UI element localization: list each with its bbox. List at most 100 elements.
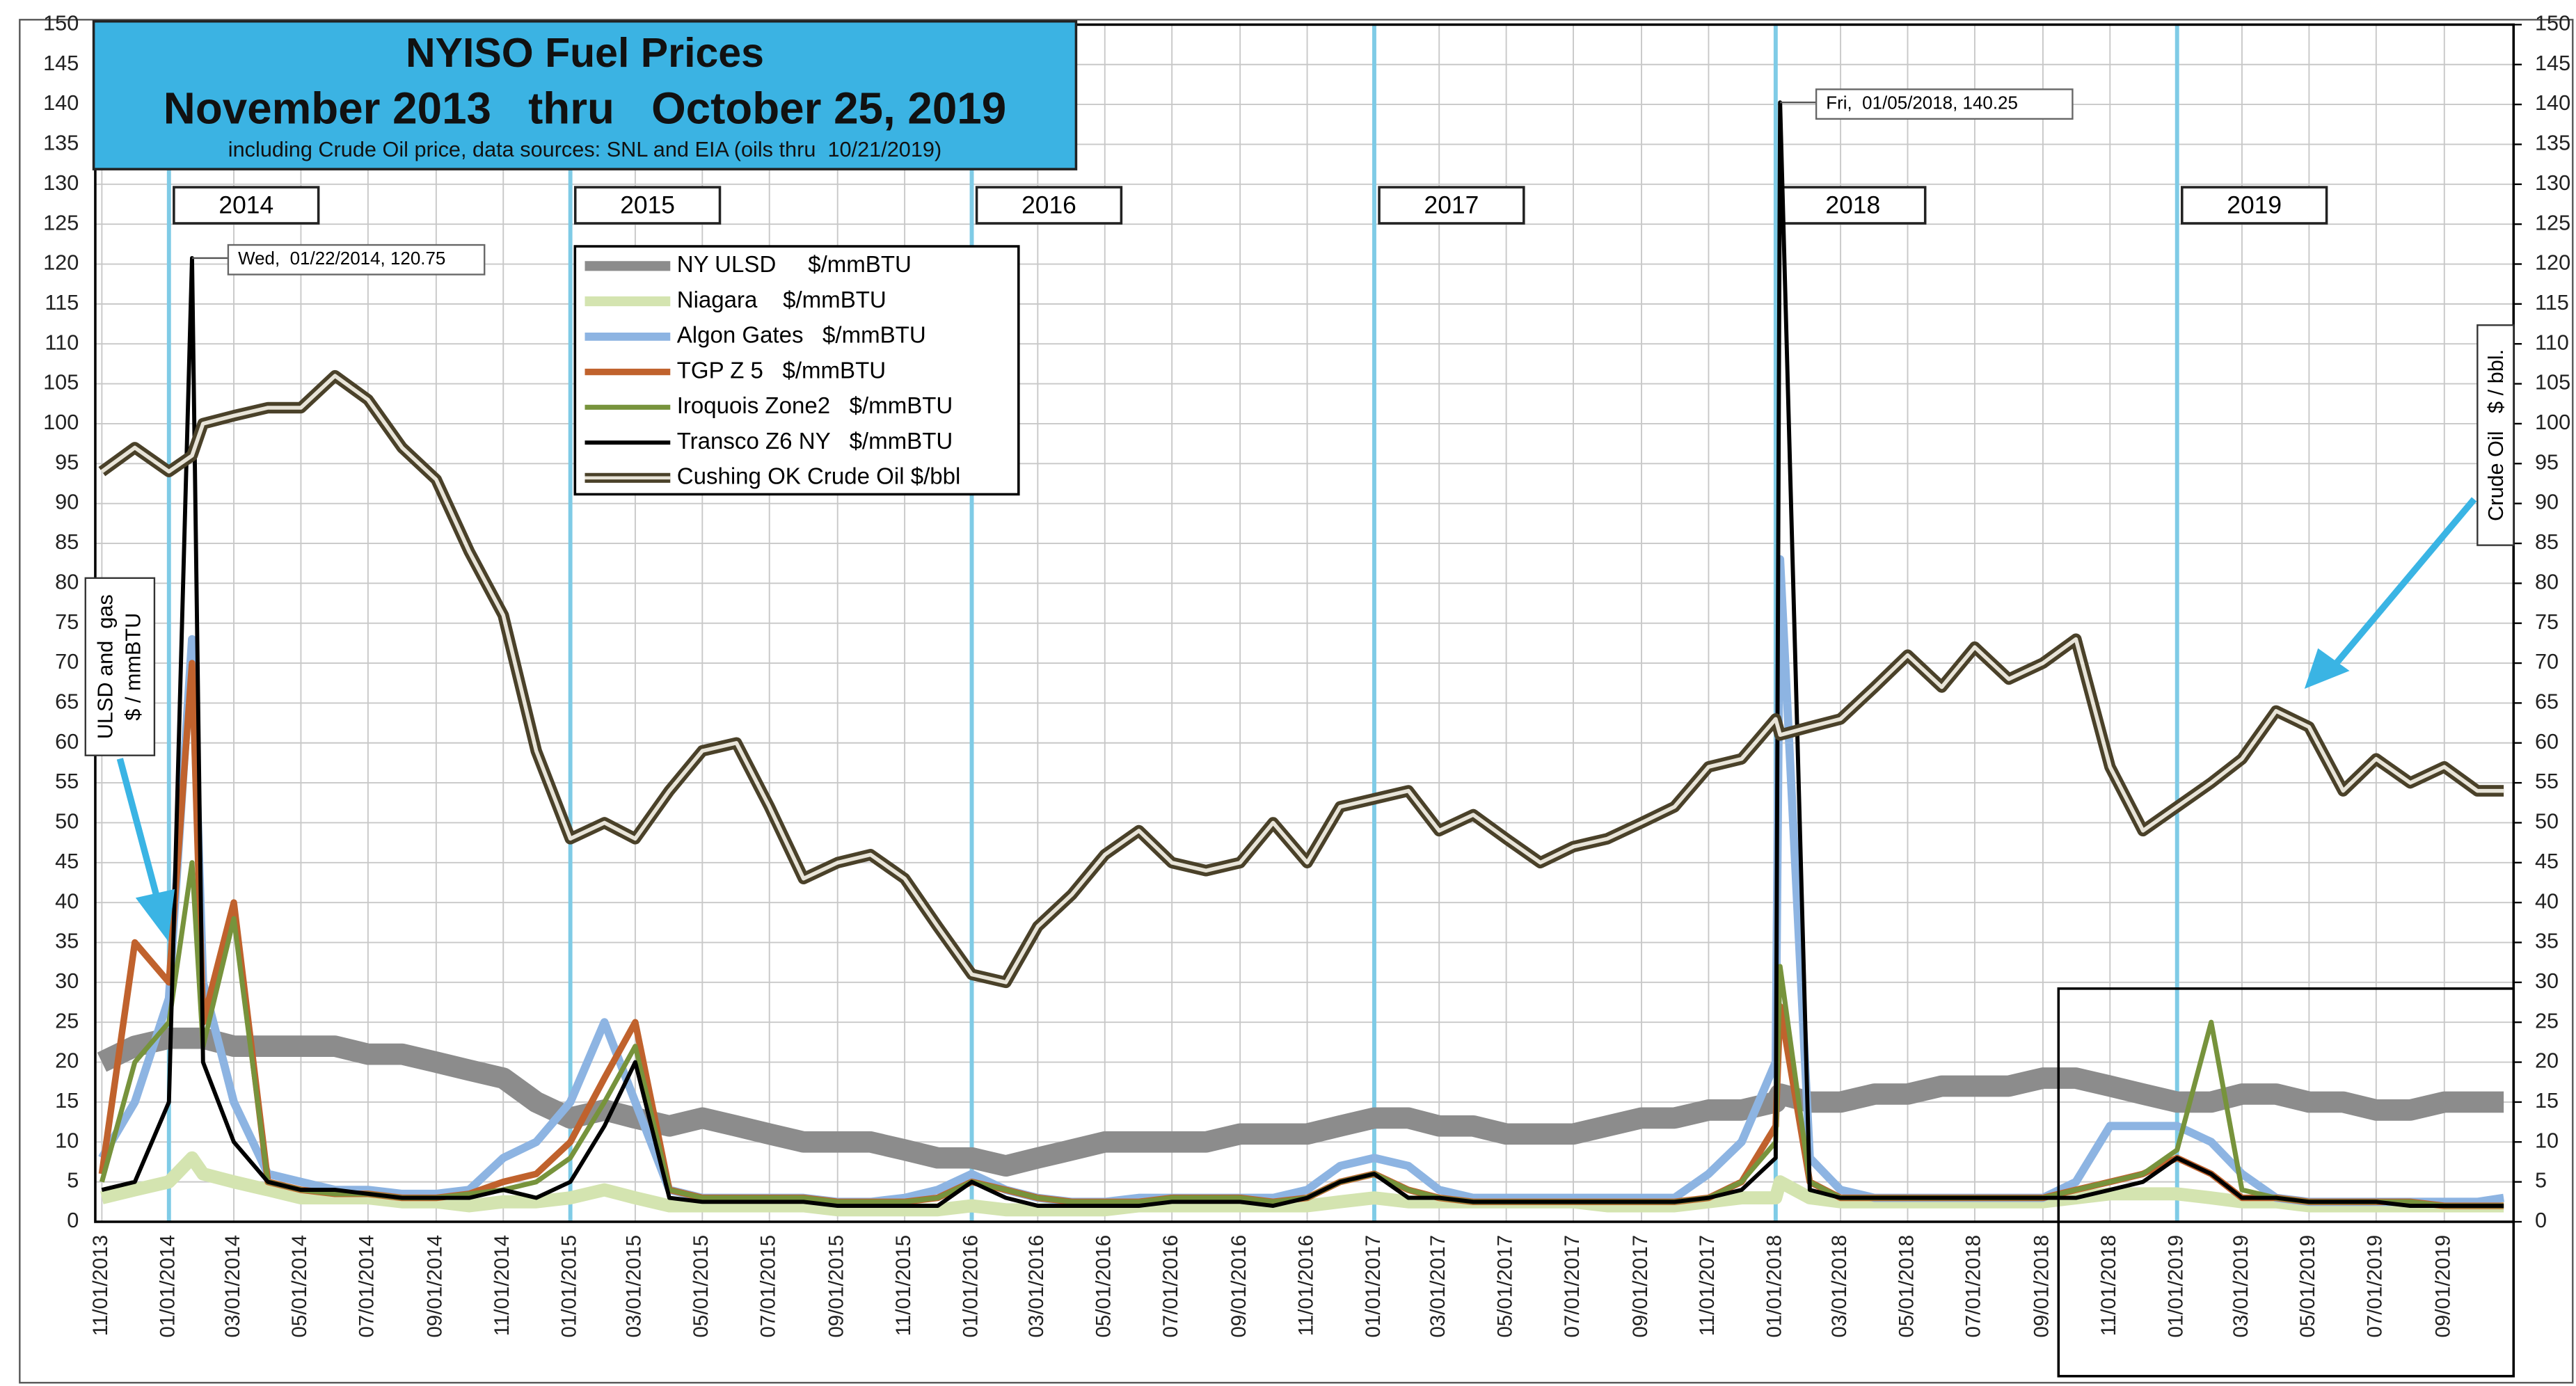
x-tick-label: 01/01/2014 xyxy=(157,1235,180,1338)
y-tick-label: 95 xyxy=(55,449,79,474)
x-tick-label: 05/01/2018 xyxy=(1895,1235,1918,1338)
y2-tick-label: 55 xyxy=(2535,769,2559,793)
y-axis-label-line: $ / mmBTU xyxy=(121,613,145,721)
x-tick-label: 07/01/2014 xyxy=(356,1235,379,1338)
x-tick-label: 07/01/2015 xyxy=(757,1235,780,1338)
y2-tick-label: 80 xyxy=(2535,569,2559,594)
y2-tick-label: 115 xyxy=(2535,290,2569,314)
y2-tick-label: 85 xyxy=(2535,529,2559,554)
y-tick-label: 150 xyxy=(43,11,79,35)
x-tick-label: 11/01/2017 xyxy=(1696,1235,1719,1336)
y2-tick-label: 120 xyxy=(2535,250,2570,275)
y-tick-label: 110 xyxy=(45,330,79,354)
y2-tick-label: 50 xyxy=(2535,809,2559,834)
title-box: NYISO Fuel Prices November 2013 thru Oct… xyxy=(92,19,1078,170)
arrow-head xyxy=(135,889,175,941)
legend-label: Niagara $/mmBTU xyxy=(677,287,887,313)
y-tick-label: 50 xyxy=(55,809,79,834)
y2-label-box xyxy=(2476,324,2515,546)
y-tick-label: 145 xyxy=(43,51,79,75)
y2-tick-label: 110 xyxy=(2535,330,2569,354)
y-tick-label: 60 xyxy=(55,729,79,754)
y2-tick-label: 35 xyxy=(2535,929,2559,953)
series xyxy=(97,100,2504,1217)
y2-axis-label-line: Crude Oil $ / bbl. xyxy=(2483,349,2508,521)
y-tick-label: 35 xyxy=(55,929,79,953)
y2-tick-label: 95 xyxy=(2535,449,2559,474)
x-tick-label: 07/01/2019 xyxy=(2364,1235,2387,1338)
y2-tick-label: 60 xyxy=(2535,729,2559,754)
x-tick-label: 09/01/2014 xyxy=(424,1235,447,1338)
series-line xyxy=(101,100,2504,1208)
y2-axis-label: Crude Oil $ / bbl. xyxy=(2476,324,2515,546)
y-tick-label: 45 xyxy=(55,849,79,873)
x-tick-label: 11/01/2014 xyxy=(491,1235,514,1336)
y-tick-label: 65 xyxy=(55,690,79,714)
y2-tick-label: 90 xyxy=(2535,490,2559,514)
arrow-head xyxy=(2304,648,2350,690)
year-markers: 2014 2015 2016 2017 2018 2019 xyxy=(166,24,2328,1222)
legend-label: Iroquois Zone2 $/mmBTU xyxy=(677,393,953,419)
arrow-line xyxy=(2333,497,2477,666)
x-tick-label: 03/01/2018 xyxy=(1828,1235,1851,1338)
y2-tick-label: 30 xyxy=(2535,969,2559,993)
legend-label: NY ULSD $/mmBTU xyxy=(677,252,912,278)
y2-tick-label: 150 xyxy=(2535,11,2570,35)
x-tick-label: 09/01/2019 xyxy=(2432,1235,2455,1338)
y-tick-label: 55 xyxy=(55,769,79,793)
x-tick-label: 03/01/2019 xyxy=(2229,1235,2252,1338)
y-tick-label: 15 xyxy=(55,1088,79,1113)
x-tick-label: 05/01/2019 xyxy=(2296,1235,2319,1338)
year-label: 2016 xyxy=(1021,191,1076,219)
legend-label: Transco Z6 NY $/mmBTU xyxy=(677,429,953,454)
annotation-box xyxy=(1815,88,2074,120)
series-line xyxy=(97,1027,2504,1177)
y-tick-label: 10 xyxy=(55,1128,79,1152)
x-tick-label: 01/01/2017 xyxy=(1362,1235,1385,1338)
annotation-text: Wed, 01/22/2014, 120.75 xyxy=(238,248,445,269)
y-tick-label: 75 xyxy=(55,610,79,634)
year-box xyxy=(173,186,320,225)
y2-tick-label: 135 xyxy=(2535,131,2570,155)
y2-tick-label: 130 xyxy=(2535,170,2570,195)
x-tick-label: 09/01/2016 xyxy=(1227,1235,1250,1338)
y2-tick-label: 75 xyxy=(2535,610,2559,634)
legend-label: Cushing OK Crude Oil $/bbl xyxy=(677,464,961,490)
y-tick-label: 5 xyxy=(67,1168,79,1193)
y2-tick-label: 140 xyxy=(2535,90,2570,115)
y2-tick-label: 125 xyxy=(2535,210,2570,234)
y2-tick-label: 25 xyxy=(2535,1008,2559,1033)
y2-tick-label: 105 xyxy=(2535,370,2570,395)
y-tick-label: 20 xyxy=(55,1049,79,1073)
y-axis-label: ULSD and gas $ / mmBTU xyxy=(84,577,156,756)
y-tick-label: 100 xyxy=(43,410,79,434)
y2-tick-label: 0 xyxy=(2535,1208,2547,1232)
x-tick-label: 01/01/2018 xyxy=(1763,1235,1786,1338)
y2-tick-label: 145 xyxy=(2535,51,2570,75)
arrows xyxy=(116,497,2477,941)
axes: 0 5 10 15 20 25 30 35 40 45 50 55 60 65 70 75 80 85 90 95 10… xyxy=(43,11,2570,1338)
series-line-inner xyxy=(100,374,2504,985)
x-tick-label: 11/01/2015 xyxy=(892,1235,915,1336)
chart-note: including Crude Oil price, data sources:… xyxy=(228,137,941,161)
y-tick-label: 120 xyxy=(43,250,79,275)
year-label: 2015 xyxy=(620,191,675,219)
x-tick-label: 07/01/2017 xyxy=(1561,1235,1584,1338)
y-tick-label: 70 xyxy=(55,649,79,674)
y-tick-label: 0 xyxy=(67,1208,79,1232)
x-tick-label: 01/01/2019 xyxy=(2165,1235,2188,1338)
x-tick-label: 03/01/2017 xyxy=(1426,1235,1449,1338)
x-tick-label: 03/01/2016 xyxy=(1025,1235,1048,1338)
y2-tick-label: 100 xyxy=(2535,410,2570,434)
y2-tick-label: 70 xyxy=(2535,649,2559,674)
y2-tick-label: 15 xyxy=(2535,1088,2559,1113)
y2-tick-label: 20 xyxy=(2535,1049,2559,1073)
y-tick-label: 40 xyxy=(55,889,79,913)
series-line xyxy=(100,1151,2504,1217)
y-tick-label: 80 xyxy=(55,569,79,594)
year-box xyxy=(573,186,722,225)
x-tick-label: 09/01/2015 xyxy=(825,1235,848,1338)
x-tick-label: 01/01/2016 xyxy=(959,1235,982,1338)
